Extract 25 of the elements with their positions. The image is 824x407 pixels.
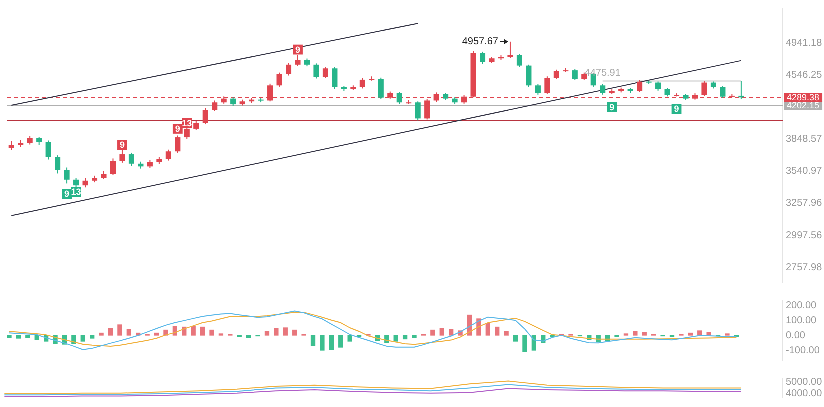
series-label: 9 [295,44,301,55]
text: 9 [175,124,180,134]
y-tick-label: 3540.97 [786,166,823,178]
y-tick-label: -100.00 [786,345,820,356]
ref-line-label: 4289.38 [787,92,820,103]
y-tick-label: 4000.00 [786,388,823,400]
text: 9 [120,140,125,150]
series-label: 9 [64,189,70,200]
text: 9 [674,104,680,114]
series-label: 13 [71,187,82,198]
annotation: 4475.91 [584,68,622,79]
text: 9 [610,102,615,112]
y-tick-label: 200.00 [786,300,818,312]
annotation: 4957.67 [462,36,499,48]
y-tick-label: 0.00 [786,330,806,342]
y-tick-label: 3848.57 [786,134,823,146]
y-tick-label: 2997.56 [786,230,823,242]
series-label: 13 [182,118,192,128]
y-tick-label: 4546.25 [786,70,823,81]
y-tick-label: 5000.00 [786,377,823,388]
y-tick-label: 3257.96 [786,198,823,210]
y-tick-label: 4941.18 [786,38,823,49]
ref-line-label: 4202.15 [787,100,820,111]
y-tick-label: 2757.98 [786,262,823,274]
y-tick-label: 100.00 [786,315,818,326]
